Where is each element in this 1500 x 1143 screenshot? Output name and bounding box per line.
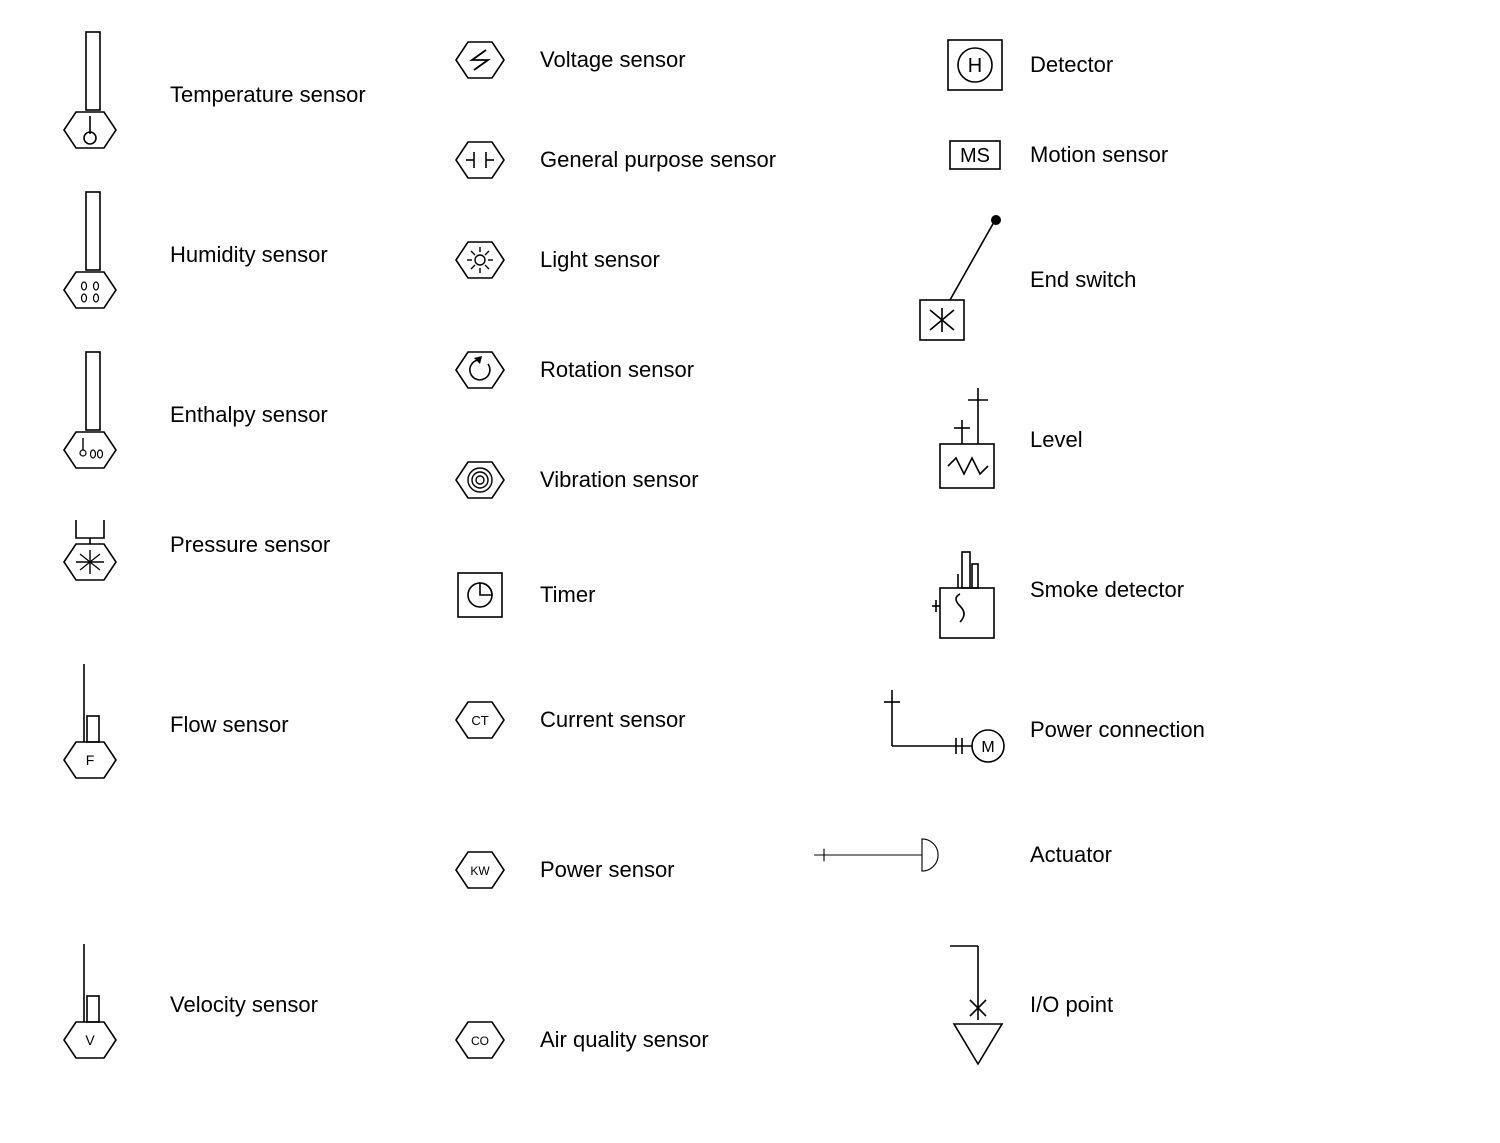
light-sensor-icon — [440, 230, 520, 290]
svg-text:V: V — [85, 1032, 95, 1048]
light-sensor-label: Light sensor — [540, 247, 660, 273]
light-sensor-item: Light sensor — [440, 230, 520, 290]
velocity-sensor-icon: V — [40, 940, 140, 1070]
voltage-sensor-icon — [440, 30, 520, 90]
svg-text:KW: KW — [470, 864, 490, 878]
timer-label: Timer — [540, 582, 595, 608]
flow-sensor-icon: F — [40, 660, 140, 790]
motion-sensor-icon: MS — [870, 130, 1010, 180]
velocity-sensor-label: Velocity sensor — [170, 992, 318, 1018]
detector-item: H Detector — [870, 30, 1010, 100]
humidity-sensor-label: Humidity sensor — [170, 242, 328, 268]
vibration-sensor-item: Vibration sensor — [440, 450, 520, 510]
temperature-sensor-icon — [40, 30, 140, 160]
svg-text:CO: CO — [471, 1034, 489, 1048]
velocity-sensor-item: V Velocity sensor — [40, 940, 140, 1070]
air-quality-sensor-item: CO Air quality sensor — [440, 1010, 520, 1070]
actuator-item: Actuator — [870, 820, 950, 890]
power-sensor-icon: KW — [440, 840, 520, 900]
svg-text:MS: MS — [960, 145, 990, 167]
svg-text:M: M — [981, 739, 994, 756]
actuator-icon — [810, 820, 950, 890]
rotation-sensor-icon — [440, 340, 520, 400]
current-sensor-label: Current sensor — [540, 707, 686, 733]
smoke-detector-icon — [870, 530, 1010, 650]
enthalpy-sensor-label: Enthalpy sensor — [170, 402, 328, 428]
pressure-sensor-label: Pressure sensor — [170, 532, 330, 558]
power-connection-item: M Power connection — [870, 680, 1010, 780]
detector-label: Detector — [1030, 52, 1113, 78]
vibration-sensor-label: Vibration sensor — [540, 467, 699, 493]
flow-sensor-item: F Flow sensor — [40, 660, 140, 790]
vibration-sensor-icon — [440, 450, 520, 510]
power-connection-icon: M — [870, 680, 1010, 780]
motion-sensor-label: Motion sensor — [1030, 142, 1168, 168]
level-item: Level — [870, 380, 1010, 500]
air-quality-sensor-icon: CO — [440, 1010, 520, 1070]
enthalpy-sensor-icon — [40, 350, 140, 480]
svg-text:F: F — [86, 752, 95, 768]
rotation-sensor-label: Rotation sensor — [540, 357, 694, 383]
timer-icon — [440, 560, 520, 630]
io-point-item: I/O point — [870, 940, 1010, 1070]
temperature-sensor-item: Temperature sensor — [40, 30, 140, 160]
voltage-sensor-item: Voltage sensor — [440, 30, 520, 90]
flow-sensor-label: Flow sensor — [170, 712, 289, 738]
humidity-sensor-icon — [40, 190, 140, 320]
general-sensor-item: General purpose sensor — [440, 130, 520, 190]
general-sensor-label: General purpose sensor — [540, 147, 776, 173]
actuator-label: Actuator — [1030, 842, 1112, 868]
power-sensor-label: Power sensor — [540, 857, 675, 883]
end-switch-label: End switch — [1030, 267, 1136, 293]
pressure-sensor-item: Pressure sensor — [40, 510, 140, 610]
end-switch-item: End switch — [870, 210, 1010, 350]
end-switch-icon — [870, 210, 1010, 350]
level-label: Level — [1030, 427, 1083, 453]
humidity-sensor-item: Humidity sensor — [40, 190, 140, 320]
level-icon — [870, 380, 1010, 500]
timer-item: Timer — [440, 560, 520, 630]
pressure-sensor-icon — [40, 510, 140, 610]
sensor-symbols-diagram: Temperature sensor Humidity sensor — [0, 0, 1500, 1143]
smoke-detector-item: Smoke detector — [870, 530, 1010, 650]
voltage-sensor-label: Voltage sensor — [540, 47, 686, 73]
detector-icon: H — [870, 30, 1010, 100]
smoke-detector-label: Smoke detector — [1030, 577, 1184, 603]
temperature-sensor-label: Temperature sensor — [170, 82, 366, 108]
air-quality-sensor-label: Air quality sensor — [540, 1027, 709, 1053]
enthalpy-sensor-item: Enthalpy sensor — [40, 350, 140, 480]
power-sensor-item: KW Power sensor — [440, 840, 520, 900]
io-point-icon — [870, 940, 1010, 1070]
general-sensor-icon — [440, 130, 520, 190]
motion-sensor-item: MS Motion sensor — [870, 130, 1010, 180]
svg-text:H: H — [968, 55, 982, 77]
svg-text:CT: CT — [471, 713, 488, 728]
current-sensor-item: CT Current sensor — [440, 690, 520, 750]
power-connection-label: Power connection — [1030, 717, 1205, 743]
io-point-label: I/O point — [1030, 992, 1113, 1018]
current-sensor-icon: CT — [440, 690, 520, 750]
rotation-sensor-item: Rotation sensor — [440, 340, 520, 400]
